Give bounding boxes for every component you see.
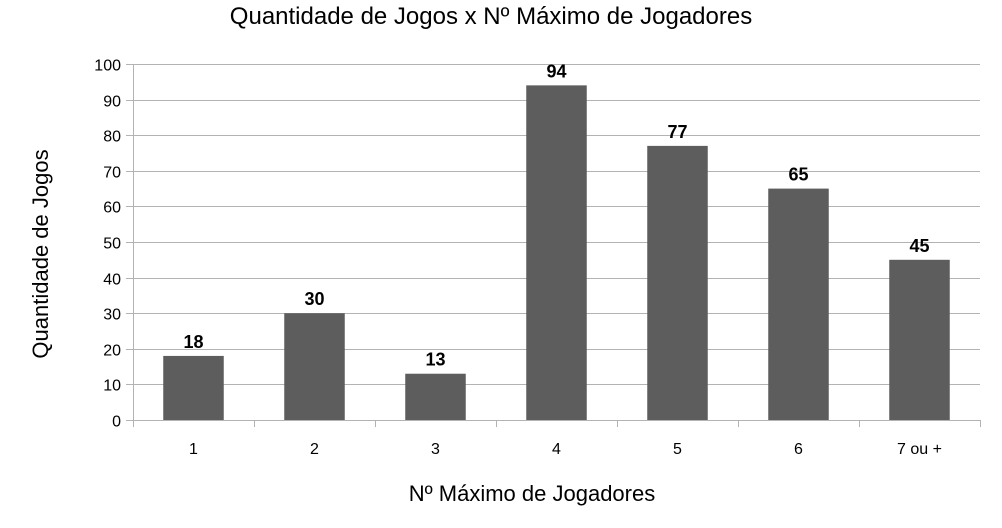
data-labels: 18 30 13 94 77 65 45 (183, 61, 929, 369)
x-axis-ticks: 1 2 3 4 5 6 7 ou + (133, 420, 981, 458)
y-tick-label: 70 (103, 165, 121, 182)
x-tick-label: 2 (310, 441, 319, 458)
y-axis-title: Quantidade de Jogos (28, 149, 53, 358)
y-tick-label: 50 (103, 236, 121, 253)
x-tick-label: 4 (552, 441, 561, 458)
chart-title: Quantidade de Jogos x Nº Máximo de Jogad… (230, 3, 752, 30)
x-tick-label: 3 (431, 441, 440, 458)
bar-5 (647, 145, 708, 420)
data-label: 65 (788, 165, 808, 185)
x-tick-label: 7 ou + (897, 441, 942, 458)
x-tick-label: 5 (673, 441, 682, 458)
y-tick-label: 20 (103, 343, 121, 360)
x-axis-title: Nº Máximo de Jogadores (409, 481, 655, 506)
y-axis-ticks: 0 10 20 30 40 50 60 70 80 90 100 (94, 58, 121, 431)
x-tick-label: 1 (189, 441, 198, 458)
y-tick-label: 100 (94, 58, 121, 75)
data-label: 94 (546, 61, 566, 81)
y-tick-label: 0 (112, 414, 121, 431)
y-tick-label: 80 (103, 129, 121, 146)
data-label: 45 (909, 236, 929, 256)
bar-7-ou-+ (889, 259, 950, 420)
y-tick-label: 40 (103, 272, 121, 289)
y-tick-label: 30 (103, 307, 121, 324)
y-tick-label: 60 (103, 200, 121, 217)
x-tick-label: 6 (794, 441, 803, 458)
bar-6 (768, 188, 829, 420)
data-label: 77 (667, 122, 687, 142)
data-label: 13 (425, 350, 445, 370)
bars (163, 85, 950, 421)
bar-3 (405, 373, 466, 420)
y-tick-label: 90 (103, 94, 121, 111)
bar-4 (526, 85, 587, 421)
bar-2 (284, 313, 345, 420)
data-label: 18 (183, 332, 203, 352)
data-label: 30 (304, 289, 324, 309)
y-tick-label: 10 (103, 378, 121, 395)
bar-1 (163, 355, 224, 420)
